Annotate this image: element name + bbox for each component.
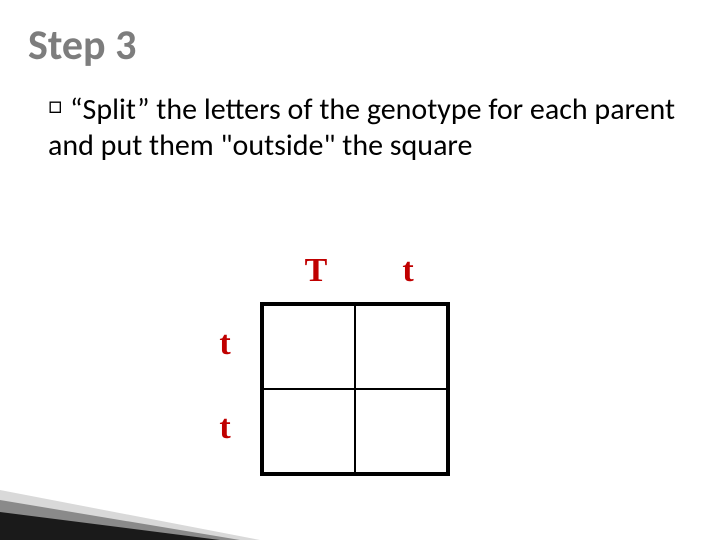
cell-0-1 <box>355 305 447 389</box>
row-label-0: t <box>200 302 250 386</box>
bullet-icon: □ <box>48 92 70 121</box>
body-text: □“Split” the letters of the genotype for… <box>48 92 680 164</box>
column-labels: T t <box>270 252 454 290</box>
decorative-wedge-icon <box>0 430 260 540</box>
cell-0-0 <box>263 305 355 389</box>
col-label-0: T <box>270 252 362 290</box>
step-title: Step 3 <box>28 20 136 71</box>
cell-1-1 <box>355 389 447 473</box>
punnett-grid <box>260 302 450 476</box>
cell-1-0 <box>263 389 355 473</box>
body-content: “Split” the letters of the genotype for … <box>48 91 675 164</box>
col-label-1: t <box>362 252 454 290</box>
